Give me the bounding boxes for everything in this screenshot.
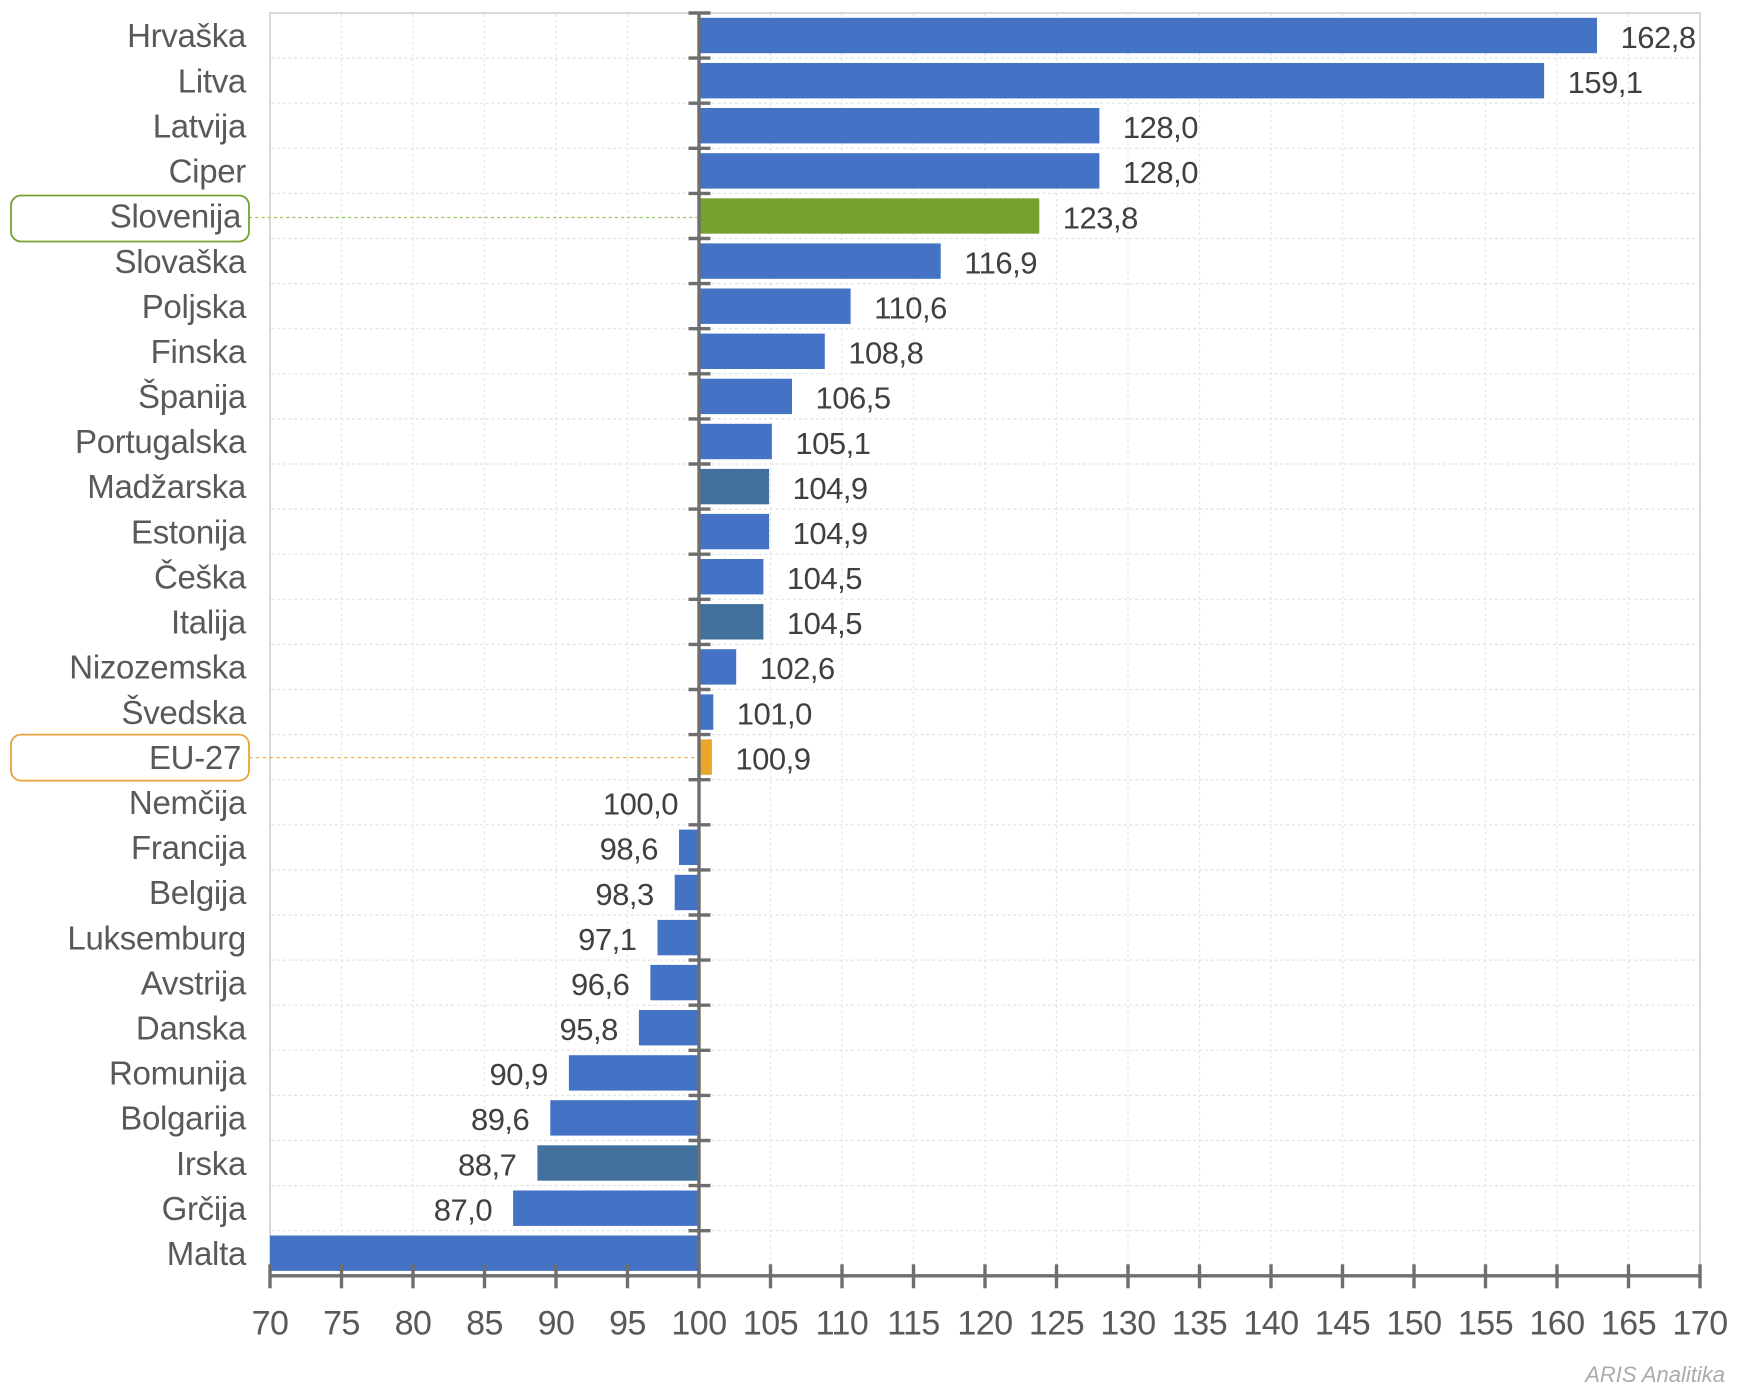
svg-text:Švedska: Švedska bbox=[122, 694, 247, 731]
svg-text:Romunija: Romunija bbox=[109, 1055, 247, 1092]
svg-text:95,8: 95,8 bbox=[560, 1012, 618, 1047]
svg-text:150: 150 bbox=[1386, 1305, 1441, 1343]
svg-text:Češka: Češka bbox=[154, 559, 247, 596]
svg-text:135: 135 bbox=[1172, 1305, 1227, 1343]
svg-text:80: 80 bbox=[395, 1305, 432, 1343]
svg-text:Irska: Irska bbox=[176, 1145, 247, 1182]
svg-text:85: 85 bbox=[466, 1305, 503, 1343]
svg-text:Madžarska: Madžarska bbox=[87, 468, 247, 505]
svg-text:159,1: 159,1 bbox=[1568, 65, 1643, 100]
svg-text:Nizozemska: Nizozemska bbox=[69, 649, 247, 686]
svg-text:95: 95 bbox=[609, 1305, 646, 1343]
svg-text:105: 105 bbox=[743, 1305, 798, 1343]
svg-text:Bolgarija: Bolgarija bbox=[120, 1100, 247, 1137]
svg-text:Luksemburg: Luksemburg bbox=[67, 919, 246, 956]
svg-text:145: 145 bbox=[1315, 1305, 1370, 1343]
svg-text:104,5: 104,5 bbox=[787, 561, 862, 596]
svg-text:100: 100 bbox=[671, 1305, 726, 1343]
svg-text:130: 130 bbox=[1100, 1305, 1155, 1343]
svg-text:101,0: 101,0 bbox=[737, 696, 812, 731]
svg-text:70: 70 bbox=[252, 1305, 289, 1343]
svg-text:128,0: 128,0 bbox=[1123, 110, 1198, 145]
svg-text:115: 115 bbox=[887, 1305, 940, 1343]
svg-text:87,0: 87,0 bbox=[434, 1193, 493, 1228]
svg-text:116,9: 116,9 bbox=[964, 245, 1037, 280]
svg-text:106,5: 106,5 bbox=[816, 381, 891, 416]
svg-text:Finska: Finska bbox=[151, 333, 247, 370]
svg-text:97,1: 97,1 bbox=[578, 922, 636, 957]
svg-text:Danska: Danska bbox=[136, 1010, 247, 1047]
svg-text:89,6: 89,6 bbox=[471, 1102, 529, 1137]
svg-text:Belgija: Belgija bbox=[149, 874, 247, 911]
svg-text:162,8: 162,8 bbox=[1621, 20, 1696, 55]
svg-text:Italija: Italija bbox=[171, 604, 247, 641]
svg-text:98,3: 98,3 bbox=[595, 877, 653, 912]
svg-text:125: 125 bbox=[1029, 1305, 1084, 1343]
svg-text:104,9: 104,9 bbox=[793, 516, 868, 551]
svg-text:Španija: Španija bbox=[138, 378, 247, 415]
svg-text:96,6: 96,6 bbox=[571, 967, 629, 1002]
svg-text:110: 110 bbox=[816, 1305, 869, 1343]
svg-text:75: 75 bbox=[323, 1305, 360, 1343]
svg-text:Latvija: Latvija bbox=[153, 107, 247, 144]
svg-text:155: 155 bbox=[1458, 1305, 1513, 1343]
svg-text:90,9: 90,9 bbox=[490, 1057, 548, 1092]
svg-text:128,0: 128,0 bbox=[1123, 155, 1198, 190]
svg-text:140: 140 bbox=[1243, 1305, 1298, 1343]
svg-text:Malta: Malta bbox=[167, 1235, 247, 1272]
svg-text:Slovenija: Slovenija bbox=[110, 198, 242, 235]
svg-text:120: 120 bbox=[957, 1305, 1012, 1343]
svg-text:Ciper: Ciper bbox=[169, 153, 247, 190]
svg-text:100,0: 100,0 bbox=[603, 787, 678, 822]
svg-text:165: 165 bbox=[1601, 1305, 1656, 1343]
svg-text:100,9: 100,9 bbox=[735, 741, 810, 776]
svg-text:Estonija: Estonija bbox=[131, 513, 247, 550]
svg-text:Francija: Francija bbox=[131, 829, 247, 866]
svg-text:Slovaška: Slovaška bbox=[114, 243, 246, 280]
svg-text:102,6: 102,6 bbox=[760, 651, 835, 686]
svg-text:Nemčija: Nemčija bbox=[129, 784, 247, 821]
svg-text:ARIS Analitika: ARIS Analitika bbox=[1583, 1362, 1725, 1387]
svg-text:105,1: 105,1 bbox=[795, 426, 870, 461]
svg-text:104,5: 104,5 bbox=[787, 606, 862, 641]
svg-text:EU-27: EU-27 bbox=[149, 739, 241, 776]
svg-text:Hrvaška: Hrvaška bbox=[127, 17, 247, 54]
svg-text:Litva: Litva bbox=[178, 62, 247, 99]
svg-text:98,6: 98,6 bbox=[600, 832, 658, 867]
svg-text:88,7: 88,7 bbox=[458, 1147, 516, 1182]
svg-text:110,6: 110,6 bbox=[874, 291, 947, 326]
svg-text:Portugalska: Portugalska bbox=[75, 423, 247, 460]
svg-text:160: 160 bbox=[1529, 1305, 1584, 1343]
svg-text:170: 170 bbox=[1672, 1305, 1727, 1343]
svg-text:Poljska: Poljska bbox=[142, 288, 247, 325]
svg-text:90: 90 bbox=[538, 1305, 575, 1343]
svg-text:Avstrija: Avstrija bbox=[141, 964, 247, 1001]
svg-text:108,8: 108,8 bbox=[848, 336, 923, 371]
svg-text:123,8: 123,8 bbox=[1063, 200, 1138, 235]
svg-text:Grčija: Grčija bbox=[162, 1190, 247, 1227]
svg-text:104,9: 104,9 bbox=[793, 471, 868, 506]
